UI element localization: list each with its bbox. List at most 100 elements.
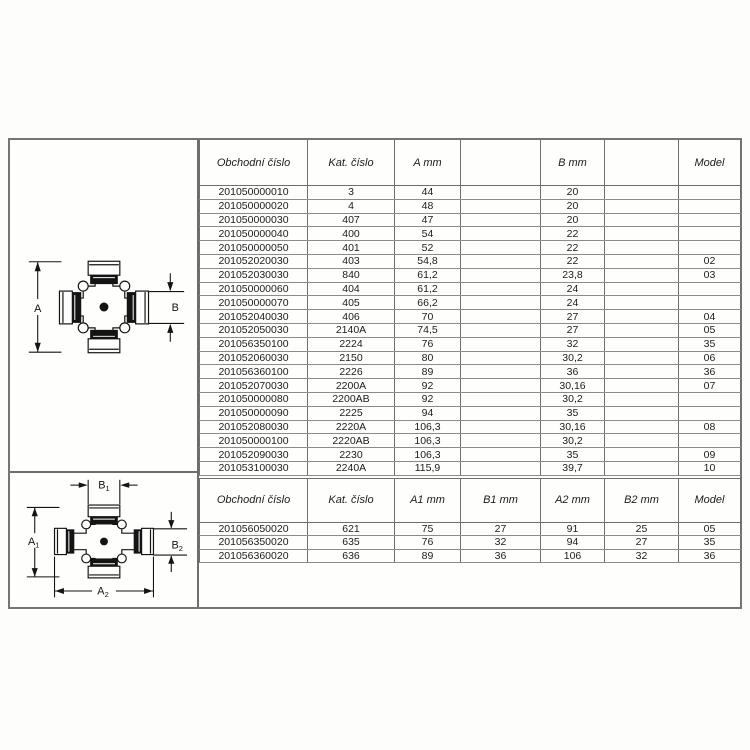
table-row: 201053100030 2240A 115,9 39,7 10 [199, 460, 741, 476]
column-header [460, 140, 541, 186]
table-cell [604, 253, 679, 269]
table-cell: 3 [307, 185, 395, 200]
table-cell [678, 212, 741, 228]
column-header: Kat. číslo [307, 478, 395, 523]
table-row: 201056350100 2224 76 32 35 [199, 336, 741, 352]
table-cell: 2230 [307, 447, 395, 462]
table-cell: 407 [307, 212, 395, 228]
table-cell: 201052030030 [199, 267, 308, 283]
column-header: B1 mm [460, 478, 541, 523]
column-header [604, 140, 679, 186]
table-cell: 403 [307, 253, 395, 269]
diagram-column: A B [10, 140, 199, 607]
table-cell: 35 [678, 336, 741, 352]
dimension-a: A [28, 261, 62, 353]
table-cell [604, 460, 679, 476]
spec-table-single-size: Obchodní číslo Kat. číslo A mm B mm Mode… [199, 140, 741, 476]
table-row: 201050000080 2200AB 92 30,2 [199, 391, 741, 407]
table-cell: 404 [307, 281, 395, 297]
table-row: 201050000040 400 54 22 [199, 226, 741, 242]
table-cell: 20 [540, 198, 605, 214]
table-cell: 08 [678, 419, 741, 435]
dimension-a1: A1 [25, 506, 60, 578]
table-cell: 30,16 [540, 378, 605, 393]
table-row: 201050000050 401 52 22 [199, 240, 741, 255]
table-cell: 32 [540, 336, 605, 352]
table-cell: 89 [394, 548, 461, 564]
table-cell: 54 [394, 226, 461, 242]
table-row: 201052030030 840 61,2 23,8 03 [199, 267, 741, 283]
column-header: A2 mm [540, 478, 605, 523]
table-row: 201050000010 3 44 20 [199, 185, 741, 200]
table-cell: 201050000100 [199, 433, 308, 449]
table-cell: 22 [540, 226, 605, 242]
label-a1: A1 [28, 536, 39, 549]
column-header: A mm [394, 140, 461, 186]
table-cell [604, 391, 679, 407]
table-cell: 201056360100 [199, 364, 308, 380]
table-row: 201052020030 403 54,8 22 02 [199, 253, 741, 269]
table1-body: 201050000010 3 44 20 201050000020 4 48 20 201050… [199, 185, 741, 476]
universal-joint-diagram-single: A B [28, 260, 185, 354]
table-cell [460, 295, 541, 311]
table-cell: 22 [540, 253, 605, 269]
table-cell: 80 [394, 350, 461, 366]
table-cell: 39,7 [540, 460, 605, 476]
table-cell [460, 253, 541, 269]
table-row: 201056350020 635 76 32 94 27 35 [199, 535, 741, 550]
cross-body [58, 260, 150, 354]
table-cell: 621 [307, 521, 395, 537]
table-cell [678, 405, 741, 421]
table-cell [460, 433, 541, 449]
table-cell: 35 [540, 405, 605, 421]
table-cell [604, 185, 679, 200]
table-row: 201052090030 2230 106,3 35 09 [199, 447, 741, 462]
table-cell: 201050000020 [199, 198, 308, 214]
table-row: 201050000070 405 66,2 24 [199, 295, 741, 311]
table-column: Obchodní číslo Kat. číslo A mm B mm Mode… [199, 140, 741, 607]
table-cell: 27 [460, 521, 541, 537]
dimension-b: B [148, 273, 185, 342]
table-cell [604, 309, 679, 324]
table-cell: 27 [604, 535, 679, 550]
table-cell: 201056350020 [199, 535, 308, 550]
table-cell: 04 [678, 309, 741, 324]
table-cell: 05 [678, 521, 741, 537]
table1-header: Obchodní číslo Kat. číslo A mm B mm Mode… [199, 140, 741, 186]
table-cell [460, 309, 541, 324]
universal-joint-diagram-dual: B1 A1 [25, 480, 188, 599]
label-a2: A2 [97, 585, 108, 598]
table-cell: 201050000040 [199, 226, 308, 242]
table-cell: 201052080030 [199, 419, 308, 435]
table-cell: 24 [540, 281, 605, 297]
table-cell: 89 [394, 364, 461, 380]
table-cell [604, 447, 679, 462]
cell-divider [10, 471, 197, 473]
table-cell: 201052090030 [199, 447, 308, 462]
table-cell: 201050000070 [199, 295, 308, 311]
table-cell [604, 378, 679, 393]
table-cell [460, 198, 541, 214]
table-cell: 2226 [307, 364, 395, 380]
table-cell [460, 336, 541, 352]
table-cell [604, 281, 679, 297]
table-cell: 24 [540, 295, 605, 311]
table-cell: 201052050030 [199, 322, 308, 338]
table-cell: 32 [460, 535, 541, 550]
table-cell: 61,2 [394, 281, 461, 297]
table-cell: 30,2 [540, 391, 605, 407]
table-cell: 36 [460, 548, 541, 564]
table-cell: 47 [394, 212, 461, 228]
table-cell: 35 [540, 447, 605, 462]
table-cell [604, 433, 679, 449]
table-cell: 07 [678, 378, 741, 393]
table-cell: 406 [307, 309, 395, 324]
table-cell: 06 [678, 350, 741, 366]
table-cell: 54,8 [394, 253, 461, 269]
table-cell [460, 226, 541, 242]
label-b2: B2 [172, 540, 183, 553]
table-cell: 2140A [307, 322, 395, 338]
table-cell: 03 [678, 267, 741, 283]
table-cell [604, 226, 679, 242]
